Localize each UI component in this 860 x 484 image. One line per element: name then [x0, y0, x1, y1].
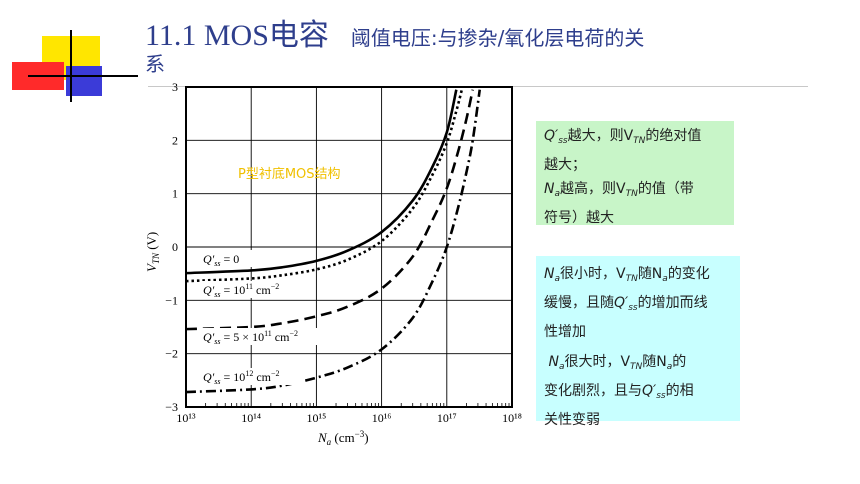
y-tick-label: −1: [165, 293, 178, 307]
x-tick-label: 10¹³: [176, 411, 196, 425]
x-tick-label: 10¹⁶: [372, 411, 392, 425]
note-line: Na很大时，VTN随Na的: [548, 354, 687, 372]
decor-black-hline: [28, 75, 138, 77]
series-line-0: [185, 89, 458, 275]
decor-black-vline: [70, 30, 72, 102]
y-tick-label: −2: [165, 347, 178, 361]
y-tick-label: 3: [172, 80, 178, 94]
note-box-doping: Na很小时，VTN随Na的变化 缓慢，且随Q′ss的增加而线 性增加 Na很大时…: [536, 256, 740, 428]
plot-frame: [185, 86, 513, 408]
note-line: 关性变弱: [544, 412, 600, 428]
series-line-2: [185, 89, 475, 331]
note-line: 性增加: [544, 324, 586, 340]
series-line-3: [185, 89, 482, 394]
note-line: Na很小时，VTN随Na的变化: [544, 266, 710, 284]
y-tick-label: −3: [165, 400, 178, 414]
curve-label-q1e11: Q′ss = 1011 cm−2: [203, 282, 279, 299]
x-axis-label: Na (cm−3): [317, 429, 369, 447]
note-line: 越大；: [544, 157, 586, 173]
y-tick-label: 2: [172, 133, 178, 147]
curve-labels: Q′ss = 0 Q′ss = 1011 cm−2 Q′ss = 5 × 101…: [200, 250, 326, 386]
note-line: 符号）越大: [544, 210, 614, 226]
chart-curves: [185, 89, 482, 394]
note-line: Q′ss越大，则VTN的绝对值: [544, 128, 702, 146]
y-tick-label: 1: [172, 187, 178, 201]
vtn-vs-na-chart: 10¹³ 10¹⁴ 10¹⁵ 10¹⁶ 10¹⁷ 10¹⁸ 3 2 1 0 −1 −2 −3 P型衬底M…: [144, 80, 522, 447]
note-line: 变化剧烈，且与Q′ss的相: [544, 383, 694, 401]
svg-text:Na (cm−3): Na (cm−3): [317, 429, 369, 447]
slide-title: 11.1 MOS电容 阈值电压:与掺杂/氧化层电荷的关: [145, 10, 644, 54]
note-line: Na越高，则VTN的值（带: [544, 181, 694, 199]
chart-ticks: 10¹³ 10¹⁴ 10¹⁵ 10¹⁶ 10¹⁷ 10¹⁸ 3 2 1 0 −1 −2 −3: [165, 80, 522, 425]
title-subtitle-cont: 系: [145, 52, 165, 76]
x-tick-label: 10¹⁴: [241, 411, 261, 425]
note-line: 缓慢，且随Q′ss的增加而线: [544, 295, 708, 313]
curve-label-q1e12: Q′ss = 1012 cm−2: [203, 369, 280, 386]
svg-text:VTN (V): VTN (V): [144, 232, 161, 272]
x-tick-label: 10¹⁵: [307, 411, 327, 425]
y-axis-label: VTN (V): [144, 232, 161, 272]
title-main: 11.1 MOS电容: [145, 19, 329, 52]
curve-label-q0: Q′ss = 0: [203, 252, 239, 268]
x-tick-label: 10¹⁷: [437, 411, 457, 425]
x-tick-label: 10¹⁸: [502, 411, 522, 425]
substrate-label: P型衬底MOS结构: [238, 166, 341, 182]
y-tick-label: 0: [172, 240, 178, 254]
note-box-oxide-charge: Q′ss越大，则VTN的绝对值 越大； Na越高，则VTN的值（带 符号）越大: [536, 121, 734, 226]
decor-blue-square: [66, 66, 102, 96]
title-subtitle: 阈值电压:与掺杂/氧化层电荷的关: [350, 26, 645, 50]
curve-label-q5e11: Q′ss = 5 × 1011 cm−2: [203, 329, 298, 346]
series-line-1: [185, 89, 464, 283]
